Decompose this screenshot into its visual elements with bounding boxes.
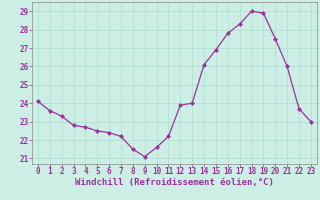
X-axis label: Windchill (Refroidissement éolien,°C): Windchill (Refroidissement éolien,°C) [75,178,274,187]
